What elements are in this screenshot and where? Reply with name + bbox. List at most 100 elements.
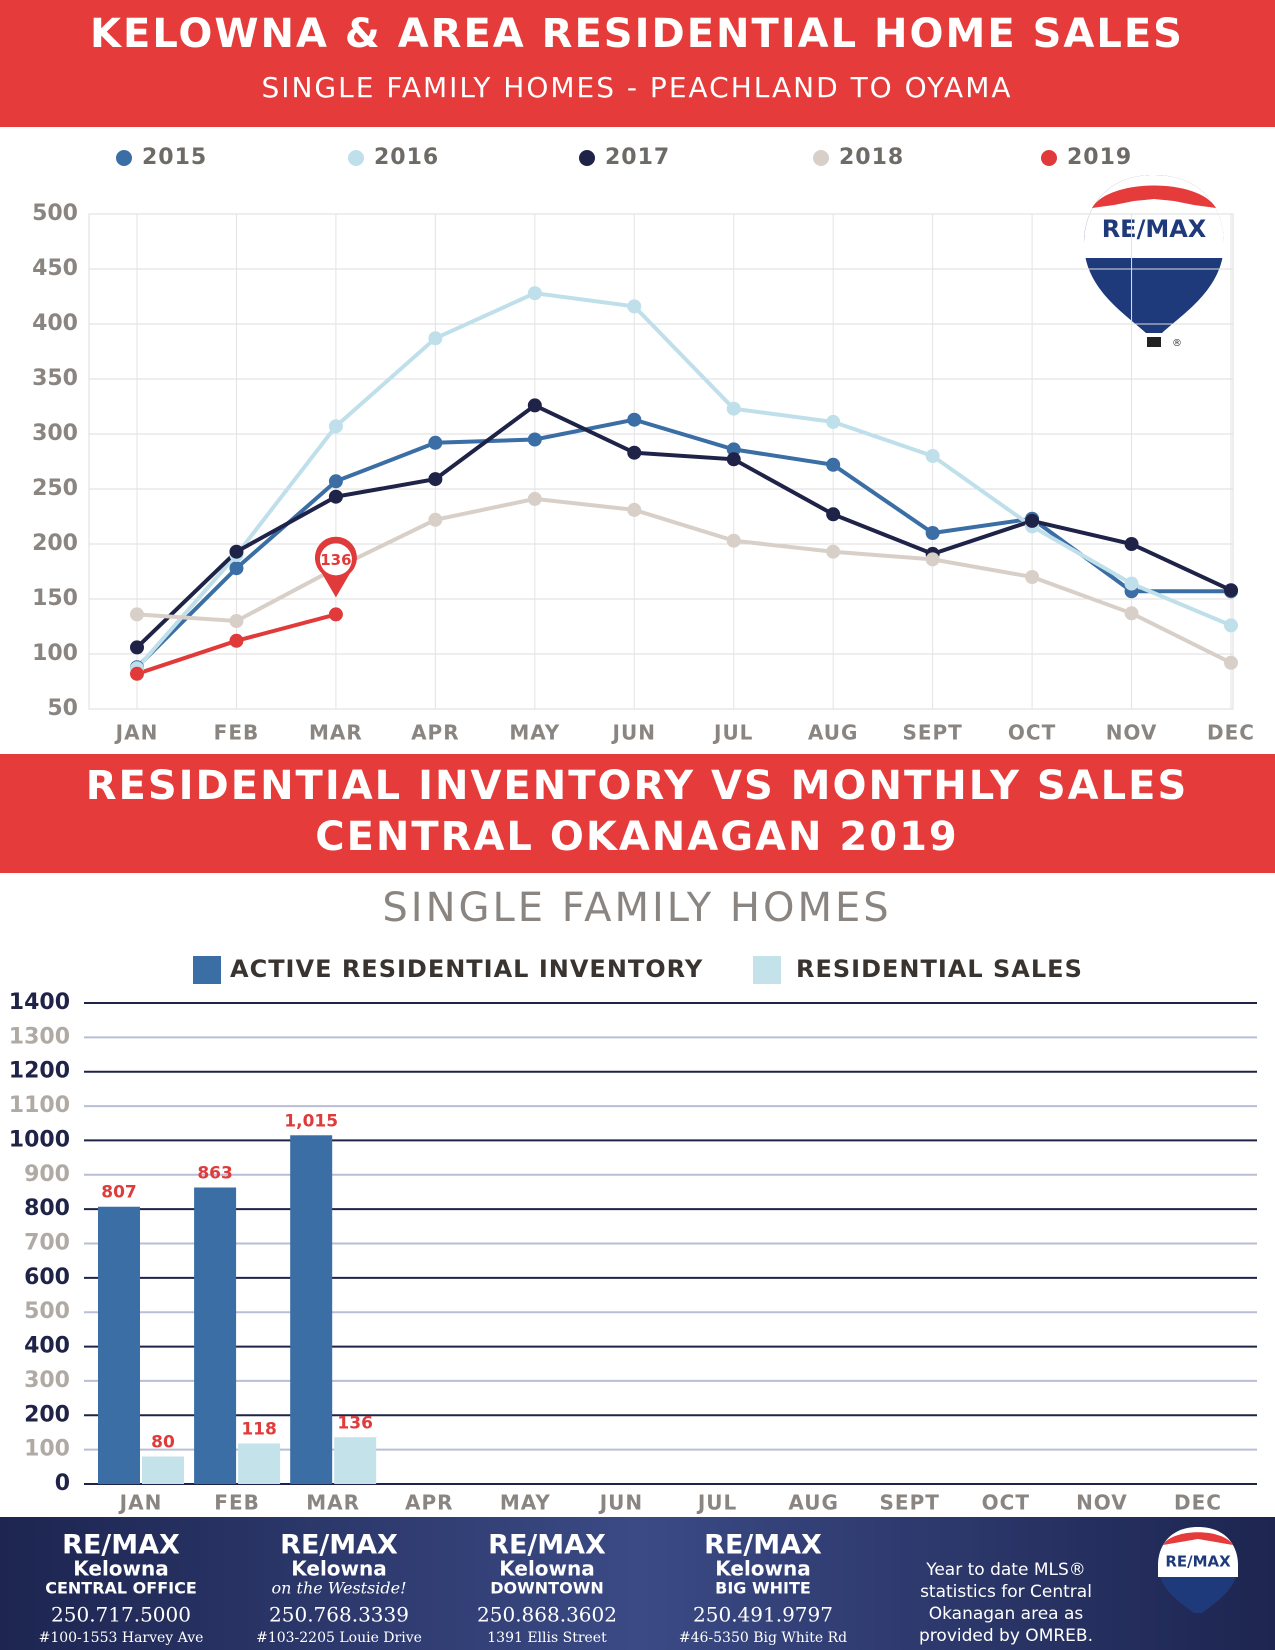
x-tick-label: MAR	[309, 721, 363, 745]
y-tick-label: 150	[32, 586, 78, 611]
y-tick-label: 450	[32, 256, 78, 281]
point	[428, 472, 443, 487]
basket	[1147, 337, 1161, 347]
label-pin-inner	[319, 543, 352, 576]
x-tick-label: MAY	[500, 1491, 551, 1515]
point	[1124, 576, 1139, 591]
office-sub: on the Westside!	[271, 1579, 406, 1598]
x-tick-label: DEC	[1207, 721, 1255, 745]
header-band	[0, 0, 1275, 127]
series-line	[135, 417, 1231, 669]
y-tick-label: 1200	[9, 1059, 70, 1084]
footer-note: Year to date MLS®	[925, 1560, 1086, 1580]
balloon-top	[1163, 1532, 1233, 1545]
chart-title: RESIDENTIAL INVENTORY VS MONTHLY SALES	[86, 763, 1189, 809]
data-label: 1,015	[284, 1111, 338, 1131]
x-tick-label: DEC	[1174, 1491, 1222, 1515]
series-line	[135, 403, 1232, 649]
office-sub: CENTRAL OFFICE	[45, 1579, 197, 1598]
bar	[334, 1437, 377, 1484]
series-line	[135, 291, 1232, 670]
point	[925, 449, 940, 463]
point	[925, 526, 940, 540]
legend-swatch	[348, 150, 364, 166]
office-sub: DOWNTOWN	[490, 1579, 603, 1598]
point	[130, 666, 144, 681]
office-phone: 250.768.3339	[269, 1603, 409, 1627]
data-label: 118	[241, 1419, 277, 1439]
y-tick-label: 500	[24, 1299, 70, 1324]
footer-note: Okanagan area as	[929, 1604, 1084, 1624]
x-tick-label: AUG	[788, 1491, 839, 1515]
y-tick-label: 50	[47, 696, 78, 721]
y-tick-label: 1400	[9, 990, 70, 1015]
y-tick-label: 1300	[9, 1024, 70, 1049]
point	[130, 640, 144, 655]
point	[627, 445, 642, 460]
point	[826, 544, 841, 559]
x-tick-label: JAN	[118, 1491, 163, 1515]
chart-title: KELOWNA & AREA RESIDENTIAL HOME SALES	[90, 11, 1184, 57]
legend-label: 2017	[605, 145, 670, 170]
series-line	[136, 496, 1232, 665]
chart-heading: SINGLE FAMILY HOMES	[382, 885, 891, 931]
y-tick-label: 400	[24, 1334, 70, 1359]
office-name: Kelowna	[715, 1557, 811, 1581]
y-tick-label: 300	[32, 421, 78, 446]
point	[826, 507, 841, 522]
x-tick-label: MAY	[509, 721, 560, 745]
y-tick-label: 300	[24, 1368, 70, 1393]
y-tick-label: 100	[24, 1437, 70, 1462]
office-address: #103-2205 Louie Drive	[256, 1630, 422, 1646]
x-tick-label: APR	[411, 721, 460, 745]
office-sub: BIG WHITE	[715, 1579, 811, 1598]
point	[527, 398, 542, 413]
bar	[142, 1456, 184, 1484]
x-tick-label: FEB	[214, 1491, 260, 1515]
logo-text: RE/MAX	[1165, 1553, 1231, 1571]
legend-label: RESIDENTIAL SALES	[796, 955, 1083, 983]
y-tick-label: 800	[24, 1196, 70, 1221]
y-tick-label: 400	[32, 311, 78, 336]
bar	[194, 1187, 237, 1484]
point	[527, 432, 542, 447]
y-tick-label: 1000	[9, 1127, 70, 1152]
footer-logo: RE/MAX	[1158, 1527, 1238, 1613]
data-label: 807	[101, 1183, 137, 1203]
point	[726, 533, 741, 548]
x-tick-label: FEB	[214, 721, 260, 745]
point	[726, 442, 741, 457]
office-phone: 250.491.9797	[693, 1603, 833, 1627]
data-label: 136	[320, 551, 351, 569]
point	[229, 633, 244, 648]
office-brand: RE/MAX	[280, 1530, 398, 1561]
bar	[98, 1206, 140, 1484]
logo: RE/MAX ®	[1084, 175, 1224, 349]
x-tick-label: OCT	[982, 1491, 1030, 1515]
legend-swatch	[193, 956, 221, 984]
x-tick-label: SEPT	[902, 721, 962, 745]
point	[527, 286, 542, 301]
footer-note: statistics for Central	[920, 1582, 1092, 1602]
point	[328, 474, 343, 489]
office-brand: RE/MAX	[488, 1530, 606, 1561]
footer	[0, 1517, 1275, 1650]
legend-swatch	[579, 150, 595, 166]
logo-mark: ®	[1172, 338, 1182, 349]
point	[229, 614, 244, 628]
bar	[290, 1135, 333, 1484]
point	[428, 435, 443, 450]
y-tick-label: 350	[32, 366, 78, 391]
x-tick-label: JUL	[696, 1491, 737, 1515]
x-tick-label: MAR	[306, 1491, 360, 1515]
legend-label: ACTIVE RESIDENTIAL INVENTORY	[230, 955, 703, 983]
logo-text: RE/MAX	[1102, 215, 1207, 243]
x-tick-label: JUN	[611, 721, 656, 745]
office-name: Kelowna	[499, 1557, 595, 1581]
y-tick-label: 100	[32, 641, 78, 666]
point	[328, 419, 343, 434]
point	[1025, 570, 1040, 584]
point	[1224, 618, 1238, 633]
y-tick-label: 600	[24, 1265, 70, 1290]
